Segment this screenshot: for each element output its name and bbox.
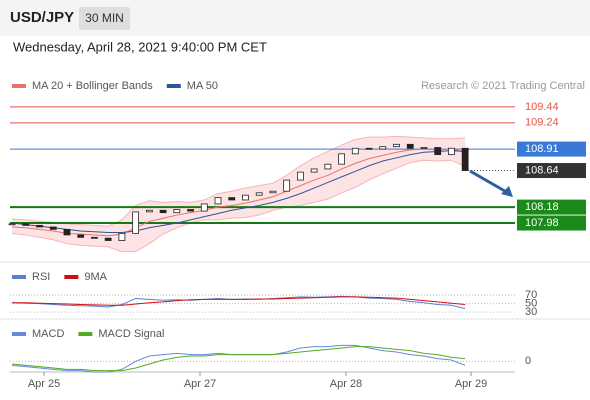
- legend-label: MACD Signal: [98, 328, 164, 340]
- candle: [351, 147, 359, 155]
- level-label: 109.24: [525, 117, 559, 129]
- candle: [255, 192, 263, 196]
- symbol: USD/JPY: [10, 9, 74, 26]
- legend-label: 9MA: [84, 271, 107, 283]
- candle: [214, 197, 222, 205]
- level-label: 108.91: [525, 143, 559, 155]
- legend-swatch: [78, 332, 93, 336]
- candle: [296, 171, 304, 181]
- level-box: [517, 199, 586, 215]
- legend-label: MA 20 + Bollinger Bands: [32, 80, 153, 92]
- level-label: 107.98: [525, 217, 559, 229]
- timeframe[interactable]: 30 MIN: [85, 11, 124, 25]
- x-tick-label: Apr 27: [184, 378, 216, 390]
- candle: [187, 209, 194, 212]
- level-label: 109.44: [525, 101, 559, 113]
- legend-swatch: [12, 275, 26, 279]
- arrow-head: [501, 186, 513, 197]
- candle: [159, 209, 167, 214]
- candle: [324, 163, 332, 170]
- y-tick-label: 0: [525, 355, 531, 367]
- candle: [118, 232, 126, 241]
- candle: [242, 194, 249, 201]
- candle: [104, 237, 112, 241]
- candle: [338, 153, 345, 165]
- candle: [269, 190, 277, 194]
- candle: [379, 146, 387, 150]
- candle: [393, 143, 400, 148]
- level-box: [517, 141, 586, 157]
- candle: [63, 228, 71, 236]
- candle: [173, 209, 181, 214]
- candle: [461, 147, 469, 171]
- candle: [49, 226, 57, 230]
- candle: [200, 203, 208, 212]
- candle: [420, 147, 428, 149]
- indicator-line: [12, 296, 466, 306]
- date: Wednesday, April 28, 2021 9:40:00 PM CET: [13, 39, 267, 54]
- level-label: 108.18: [525, 201, 559, 213]
- legend-label: RSI: [32, 271, 50, 283]
- level-box: [517, 215, 586, 231]
- candle: [132, 211, 140, 234]
- timeframe-button[interactable]: [79, 7, 130, 30]
- candle: [406, 143, 414, 149]
- band-line: [12, 135, 466, 227]
- legend-swatch: [166, 84, 181, 88]
- level-label: 108.64: [525, 164, 559, 176]
- x-tick-label: Apr 28: [330, 378, 362, 390]
- legend-swatch: [12, 84, 26, 88]
- band-line: [12, 159, 466, 253]
- candle: [77, 234, 85, 238]
- candle: [448, 147, 455, 156]
- y-tick-label: 70: [525, 289, 537, 301]
- credit: Research © 2021 Trading Central: [421, 80, 585, 92]
- ma-line: [12, 150, 466, 234]
- legend-label: MACD: [32, 328, 64, 340]
- candle: [365, 147, 373, 150]
- legend-swatch: [12, 332, 26, 336]
- candle: [310, 168, 318, 173]
- candle: [22, 223, 30, 226]
- y-tick-label: 30: [525, 306, 537, 318]
- indicator-line: [12, 346, 466, 372]
- candle: [434, 147, 442, 156]
- candle: [8, 223, 16, 226]
- x-tick-label: Apr 29: [455, 378, 487, 390]
- y-tick-label: 50: [525, 298, 537, 310]
- candle: [283, 179, 291, 192]
- legend-swatch: [64, 275, 79, 279]
- candle: [228, 197, 236, 201]
- arrow: [469, 169, 511, 196]
- legend-label: MA 50: [187, 80, 218, 92]
- x-tick-label: Apr 25: [28, 378, 60, 390]
- candle: [36, 224, 43, 228]
- candle: [91, 236, 98, 239]
- candle: [145, 209, 153, 213]
- ma-line: [12, 148, 466, 237]
- level-box: [517, 163, 586, 179]
